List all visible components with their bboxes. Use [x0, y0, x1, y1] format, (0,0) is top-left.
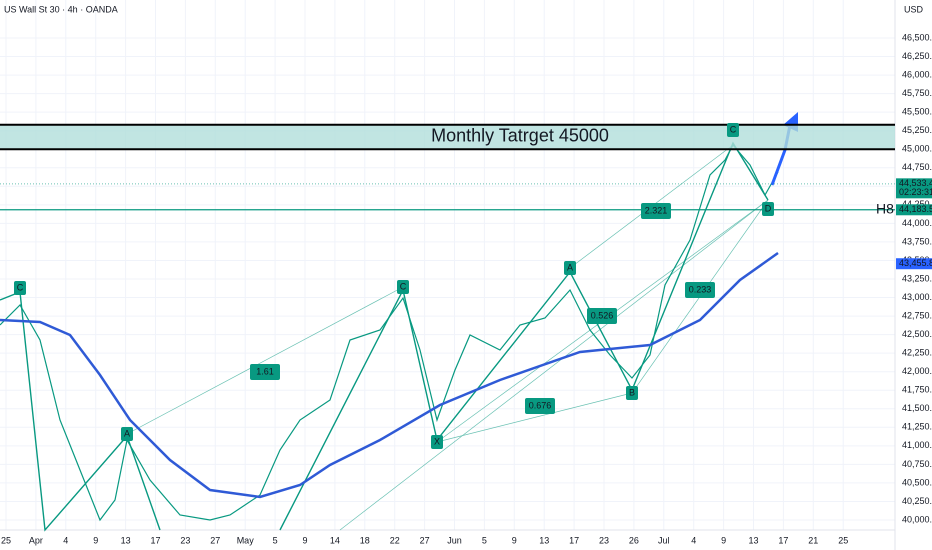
point-label: X — [434, 436, 440, 446]
price-tick-label: 46,250.0 — [902, 51, 932, 61]
target-label: Monthly Tatrget 45000 — [431, 126, 609, 146]
price-label: 44,533.4 — [899, 178, 932, 188]
price-label: 43,455.8 — [899, 258, 932, 268]
price-tick-label: 41,750.0 — [902, 385, 932, 395]
price-label-box — [896, 204, 932, 216]
time-label: 13 — [539, 535, 549, 545]
time-label: 17 — [150, 535, 160, 545]
time-label: 9 — [512, 535, 517, 545]
time-label: Jun — [447, 535, 462, 545]
price-tick-label: 42,250.0 — [902, 348, 932, 358]
point-box — [762, 202, 774, 216]
time-label: 25 — [1, 535, 11, 545]
price-tick-label: 40,000.0 — [902, 514, 932, 524]
ratio-label: 0.526 — [591, 310, 614, 320]
ratio-label: 2.321 — [645, 205, 668, 215]
time-label: Apr — [29, 535, 43, 545]
price-label-box — [896, 178, 932, 199]
point-box — [397, 280, 409, 294]
price-tick-label: 46,000.0 — [902, 69, 932, 79]
time-label: 27 — [210, 535, 220, 545]
ratio-box — [685, 282, 715, 298]
price-tick-label: 45,000.0 — [902, 144, 932, 154]
symbol-title: US Wall St 30 · 4h · OANDA — [4, 4, 118, 14]
grid — [0, 0, 895, 530]
time-label: 9 — [93, 535, 98, 545]
point-box — [14, 281, 26, 295]
ratio-box — [641, 203, 671, 219]
time-label: 18 — [360, 535, 370, 545]
point-label: C — [17, 282, 24, 292]
ratio-box — [587, 308, 617, 324]
time-label: 9 — [721, 535, 726, 545]
point-label: C — [730, 124, 737, 134]
point-box — [121, 427, 133, 441]
time-label: May — [237, 535, 255, 545]
time-label: Jul — [658, 535, 670, 545]
price-tick-label: 43,750.0 — [902, 236, 932, 246]
time-label: 4 — [63, 535, 68, 545]
price-tick-label: 40,750.0 — [902, 459, 932, 469]
ratio-label: 0.233 — [689, 284, 712, 294]
time-label: 17 — [778, 535, 788, 545]
countdown: 02:23:31 — [899, 187, 932, 197]
price-tick-label: 43,000.0 — [902, 292, 932, 302]
time-label: 23 — [180, 535, 190, 545]
price-label: 44,183.5 — [899, 204, 932, 214]
price-tick-label: 40,250.0 — [902, 496, 932, 506]
time-label: 23 — [599, 535, 609, 545]
point-box — [564, 261, 576, 275]
price-tick-label: 46,500.0 — [902, 32, 932, 42]
ratio-box — [525, 398, 555, 414]
time-label: 25 — [838, 535, 848, 545]
time-label: 5 — [273, 535, 278, 545]
price-tick-label: 40,500.0 — [902, 477, 932, 487]
zigzag — [0, 291, 161, 532]
time-label: 13 — [121, 535, 131, 545]
price-tick-label: 42,000.0 — [902, 366, 932, 376]
ratio-box — [250, 364, 280, 380]
point-box — [431, 435, 443, 449]
time-label: 27 — [420, 535, 430, 545]
point-box — [727, 123, 739, 137]
time-label: 9 — [302, 535, 307, 545]
price-tick-label: 43,250.0 — [902, 273, 932, 283]
time-label: 17 — [569, 535, 579, 545]
price-label-box — [896, 258, 932, 270]
point-label: C — [400, 281, 407, 291]
moving-average — [0, 251, 779, 499]
time-label: 22 — [390, 535, 400, 545]
point-label: A — [124, 428, 130, 438]
price-tick-label: 45,500.0 — [902, 107, 932, 117]
price-tick-label: 41,250.0 — [902, 422, 932, 432]
time-label: 5 — [482, 535, 487, 545]
price-tick-label: 45,750.0 — [902, 88, 932, 98]
time-label: 4 — [691, 535, 696, 545]
price-path — [0, 143, 779, 522]
price-tick-label: 44,250.0 — [902, 199, 932, 209]
target-band — [0, 124, 895, 150]
point-label: B — [629, 387, 635, 397]
price-tick-label: 45,250.0 — [902, 125, 932, 135]
h8-label: H8 — [876, 200, 894, 216]
time-label: 13 — [748, 535, 758, 545]
price-tick-label: 44,000.0 — [902, 218, 932, 228]
price-tick-label: 42,750.0 — [902, 310, 932, 320]
price-tick-label: 42,500.0 — [902, 329, 932, 339]
time-label: 14 — [330, 535, 340, 545]
price-tick-label: 44,750.0 — [902, 162, 932, 172]
currency: USD — [904, 4, 924, 14]
point-box — [626, 386, 638, 400]
point-label: D — [765, 203, 772, 213]
point-label: A — [567, 262, 573, 272]
ratio-label: 1.61 — [256, 366, 274, 376]
time-label: 21 — [808, 535, 818, 545]
price-tick-label: 41,500.0 — [902, 403, 932, 413]
ratio-label: 0.676 — [529, 400, 552, 410]
time-label: 26 — [629, 535, 639, 545]
price-tick-label: 41,000.0 — [902, 440, 932, 450]
